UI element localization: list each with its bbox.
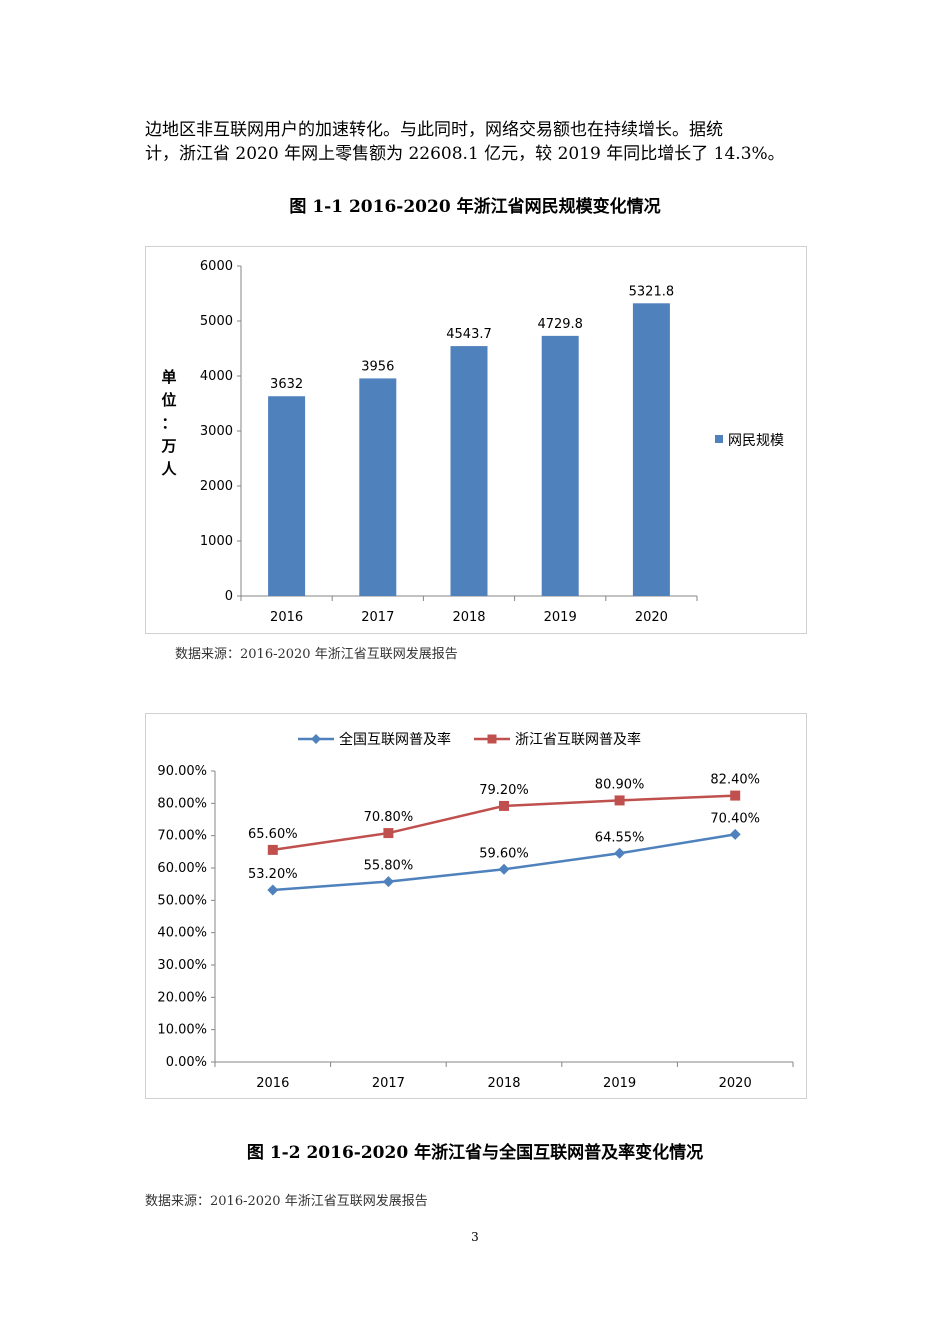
bar-chart-frame: 0 1000 2000 3000 4000 5000 6000 3632 2016 3956 201… <box>145 246 807 634</box>
data-point-diamond <box>729 828 741 840</box>
figure-1-source: 数据来源：2016-2020 年浙江省互联网发展报告 <box>175 647 458 662</box>
y-axis-label-char: ： <box>161 414 176 432</box>
data-label: 65.60% <box>248 827 298 842</box>
legend-label-bar: 网民规模 <box>728 433 784 449</box>
bar-chart: 0 1000 2000 3000 4000 5000 6000 3632 2016 3956 201… <box>160 259 784 625</box>
data-label: 53.20% <box>248 867 298 882</box>
bar-2018 <box>450 346 488 596</box>
data-point-diamond <box>267 884 279 896</box>
y-axis-label-char: 位 <box>161 391 176 409</box>
y-tick-label: 50.00% <box>157 893 207 908</box>
y-tick-label: 20.00% <box>157 990 207 1005</box>
line-chart-frame: 0.00% 10.00% 20.00% 30.00% 40.00% 50.00% 60.00… <box>145 713 807 1099</box>
x-tick-label: 2019 <box>603 1076 636 1091</box>
legend-swatch-bar <box>715 435 723 443</box>
x-tick-label: 2016 <box>270 610 303 625</box>
y-axis-label-char: 万 <box>160 437 176 455</box>
bar-2020 <box>632 303 670 596</box>
y-tick-label: 4000 <box>200 369 233 384</box>
y-tick-label: 2000 <box>200 479 233 494</box>
y-tick-label: 6000 <box>200 259 233 274</box>
x-tick-label: 2018 <box>487 1076 520 1091</box>
page-number: 3 <box>471 1230 479 1244</box>
data-label: 70.40% <box>710 811 760 826</box>
data-point-diamond <box>614 847 626 859</box>
data-point-square <box>383 828 394 839</box>
data-point-square <box>730 790 741 801</box>
legend-marker-diamond <box>311 734 321 744</box>
legend-label-2: 浙江省互联网普及率 <box>515 731 641 748</box>
data-label: 59.60% <box>479 846 529 861</box>
data-label: 55.80% <box>364 859 414 874</box>
x-tick-label: 2020 <box>635 610 668 625</box>
figure-2-title: 图 1-2 2016-2020 年浙江省与全国互联网普及率变化情况 <box>246 1143 704 1163</box>
y-tick-label: 30.00% <box>157 958 207 973</box>
y-axis-label-char: 人 <box>161 460 177 478</box>
figure-1-title: 图 1-1 2016-2020 年浙江省网民规模变化情况 <box>289 197 661 217</box>
y-tick-label: 3000 <box>200 424 233 439</box>
figure-2-source: 数据来源：2016-2020 年浙江省互联网发展报告 <box>145 1194 428 1209</box>
legend-marker-square <box>487 734 497 744</box>
data-point-diamond <box>498 863 510 875</box>
x-tick-label: 2017 <box>361 610 394 625</box>
y-tick-label: 80.00% <box>157 796 207 811</box>
y-tick-label: 70.00% <box>157 829 207 844</box>
y-axis-label-char: 单 <box>161 368 176 386</box>
data-point-diamond <box>382 876 394 888</box>
data-point-square <box>499 800 509 811</box>
data-point-square <box>614 795 625 806</box>
line-chart: 0.00% 10.00% 20.00% 30.00% 40.00% 50.00% 60.00… <box>157 731 794 1091</box>
x-tick-label: 2019 <box>544 610 577 625</box>
bar-2016 <box>268 396 306 596</box>
y-tick-label: 90.00% <box>157 764 207 779</box>
y-tick-label: 60.00% <box>157 861 207 876</box>
legend-label-1: 全国互联网普及率 <box>339 731 451 748</box>
y-tick-label: 40.00% <box>157 926 207 941</box>
x-tick-label: 2016 <box>256 1076 289 1091</box>
data-label: 70.80% <box>364 810 414 825</box>
x-tick-label: 2020 <box>719 1076 752 1091</box>
x-tick-label: 2018 <box>452 610 485 625</box>
bar-2019 <box>541 335 579 596</box>
bar-data-label: 4729.8 <box>537 317 583 332</box>
bar-data-label: 3632 <box>270 377 303 392</box>
series-line-1 <box>272 833 736 892</box>
y-tick-label: 0 <box>225 589 233 604</box>
y-tick-label: 5000 <box>200 314 233 329</box>
paragraph-line-1: 边地区非互联网用户的加速转化。与此同时，网络交易额也在持续增长。据统 <box>145 120 723 140</box>
y-tick-label: 1000 <box>200 534 233 549</box>
paragraph-line-2: 计，浙江省 2020 年网上零售额为 22608.1 亿元，较 2019 年同比… <box>145 144 785 164</box>
data-label: 79.20% <box>479 783 529 798</box>
data-label: 82.40% <box>710 773 760 788</box>
bar-2017 <box>359 378 397 596</box>
data-label: 64.55% <box>595 830 645 845</box>
bar-data-label: 5321.8 <box>629 284 675 299</box>
y-tick-label: 0.00% <box>166 1055 207 1070</box>
body-paragraph: 边地区非互联网用户的加速转化。与此同时，网络交易额也在持续增长。据统 计，浙江省… <box>145 118 815 166</box>
y-tick-label: 10.00% <box>157 1023 207 1038</box>
x-tick-label: 2017 <box>372 1076 405 1091</box>
data-point-square <box>267 844 278 855</box>
data-label: 80.90% <box>595 777 645 792</box>
bar-data-label: 3956 <box>361 359 394 374</box>
bar-data-label: 4543.7 <box>446 327 492 342</box>
